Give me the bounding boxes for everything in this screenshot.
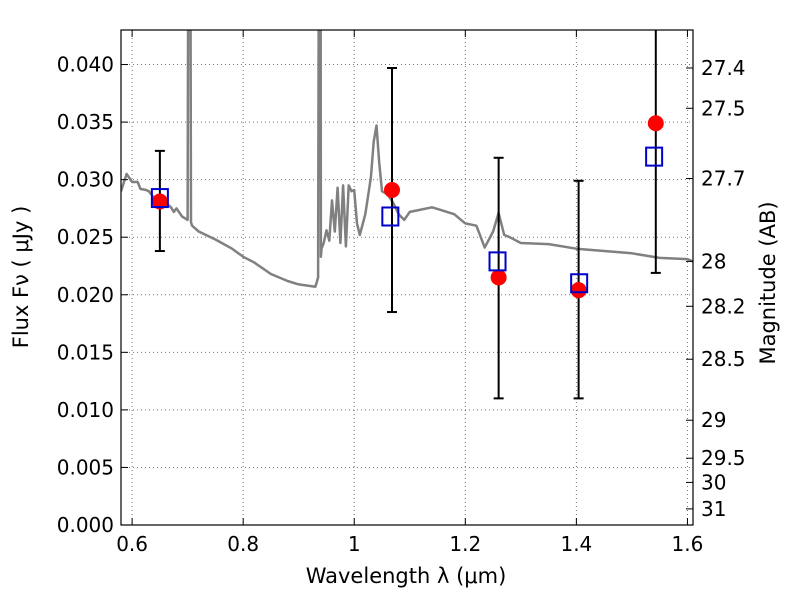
observed-point (151, 193, 168, 210)
model-point (488, 251, 507, 272)
right-tick-label: 28.2 (701, 294, 746, 318)
y-tick-label: 0.035 (57, 110, 114, 134)
right-tick-label: 29.5 (701, 446, 746, 470)
y-tick-label: 0.020 (57, 283, 114, 307)
y-tick-label: 0.000 (57, 513, 114, 537)
right-tick-label: 27.7 (701, 167, 746, 191)
observed-point (384, 182, 401, 199)
y-tick-label: 0.015 (57, 340, 114, 364)
observed-point (647, 115, 664, 132)
right-tick-label: 28 (701, 249, 726, 273)
observed-point (570, 282, 587, 299)
sed-line (121, 30, 693, 288)
model-point (645, 146, 664, 167)
y-tick-label: 0.025 (57, 225, 114, 249)
right-tick-label: 27.5 (701, 96, 746, 120)
data-marks (121, 30, 693, 400)
y-axis-title: Flux Fν ( μJy ) (9, 206, 33, 349)
x-tick-label: 1.4 (560, 532, 592, 556)
y-tick-label: 0.005 (57, 455, 114, 479)
x-tick-label: 1.2 (449, 532, 481, 556)
observed-point (490, 269, 507, 286)
y-tick-label: 0.030 (57, 168, 114, 192)
x-tick-label: 1.6 (672, 532, 704, 556)
x-tick-label: 1 (348, 532, 361, 556)
model-point (570, 273, 589, 294)
right-tick-label: 30 (701, 470, 726, 494)
right-tick-label: 31 (701, 497, 726, 521)
right-tick-label: 28.5 (701, 347, 746, 371)
plot-frame (120, 29, 694, 526)
model-point (381, 206, 400, 227)
plot-background (121, 30, 693, 525)
right-tick-label: 29 (701, 408, 726, 432)
right-axis-title: Magnitude (AB) (756, 201, 780, 364)
model-point (150, 188, 169, 209)
y-tick-label: 0.010 (57, 398, 114, 422)
axis-ticks: 0.6 0.8 1 1.2 1.4 1.6 0.000 0.005 0.010 0.015 0.02… (57, 30, 746, 556)
right-tick-label: 27.4 (701, 56, 746, 80)
y-tick-label: 0.040 (57, 53, 114, 77)
x-axis-title: Wavelength λ (μm) (306, 564, 507, 588)
x-tick-label: 0.6 (116, 532, 148, 556)
x-tick-label: 0.8 (227, 532, 259, 556)
